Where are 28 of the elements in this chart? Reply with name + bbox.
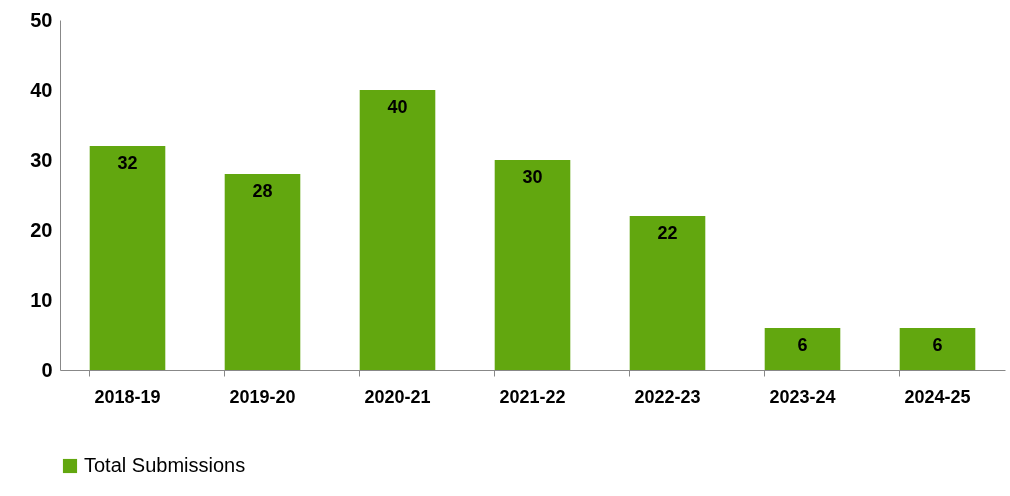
y-tick-label: 30	[30, 148, 53, 171]
x-tick-label: 2019-20	[229, 386, 296, 407]
bar	[359, 90, 436, 370]
data-label: 6	[797, 335, 808, 355]
y-tick-label: 20	[30, 218, 53, 241]
x-tick-label: 2021-22	[499, 386, 566, 407]
y-tick-label: 50	[30, 8, 53, 31]
y-tick-label: 0	[41, 358, 53, 381]
legend-label: Total Submissions	[84, 454, 246, 476]
bar	[494, 160, 571, 370]
x-tick-label: 2020-21	[364, 386, 431, 407]
y-tick-label: 10	[30, 288, 53, 311]
x-tick-label: 2023-24	[769, 386, 836, 407]
data-label: 28	[252, 181, 273, 201]
data-label: 22	[657, 223, 678, 243]
data-label: 32	[117, 153, 138, 173]
bar	[629, 216, 706, 370]
data-label: 6	[932, 335, 943, 355]
x-tick-label: 2024-25	[904, 386, 971, 407]
bar	[224, 174, 301, 370]
bar	[899, 328, 976, 370]
bar	[89, 146, 166, 370]
bar	[764, 328, 841, 370]
x-tick-label: 2022-23	[634, 386, 701, 407]
data-label: 40	[387, 97, 408, 117]
x-tick-label: 2018-19	[94, 386, 161, 407]
data-label: 30	[522, 167, 543, 187]
y-tick-label: 40	[30, 78, 53, 101]
